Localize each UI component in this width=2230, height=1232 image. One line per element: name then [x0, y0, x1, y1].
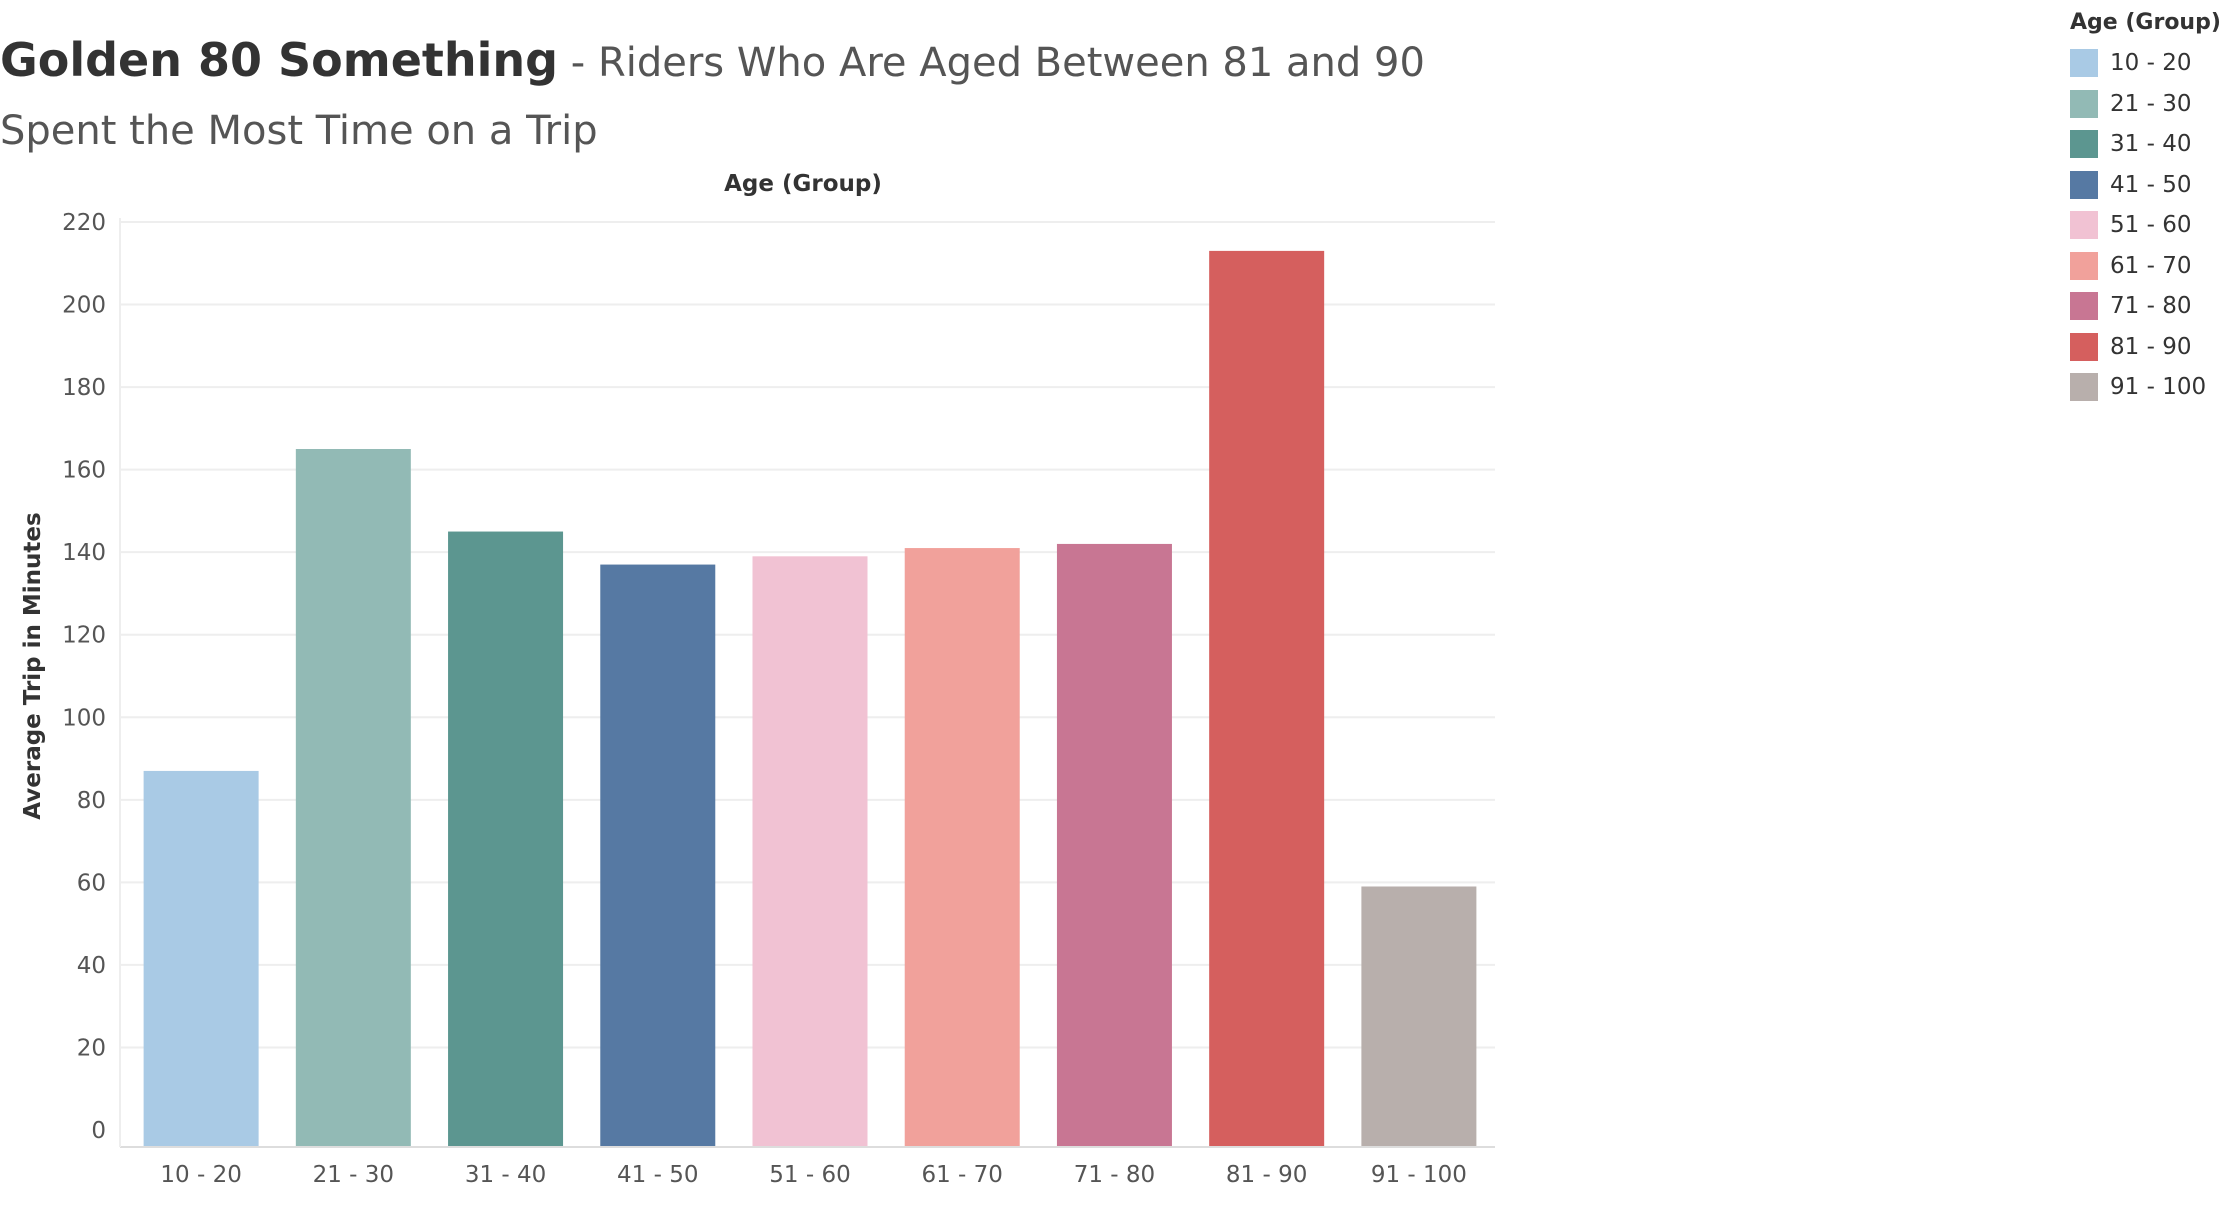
- y-tick-label: 220: [62, 210, 106, 236]
- y-tick-label: 200: [62, 293, 106, 319]
- legend-label: 71 - 80: [2110, 293, 2192, 320]
- y-tick-label: 80: [77, 788, 106, 814]
- x-tick-label: 81 - 90: [1226, 1162, 1307, 1188]
- bar-81-90[interactable]: [1209, 250, 1325, 1146]
- bar-71-80[interactable]: [1056, 543, 1172, 1146]
- y-tick-label: 120: [62, 623, 106, 649]
- legend-item[interactable]: 81 - 90: [2070, 327, 2230, 368]
- legend: Age (Group) 10 - 20 21 - 30 31 - 40 41 - 50…: [2070, 10, 2230, 408]
- bar-31-40[interactable]: [448, 531, 564, 1146]
- bar-41-50[interactable]: [600, 564, 716, 1146]
- legend-swatch: [2070, 130, 2098, 159]
- legend-label: 21 - 30: [2110, 90, 2192, 117]
- legend-swatch: [2070, 373, 2098, 402]
- bar-10-20[interactable]: [143, 770, 259, 1146]
- y-tick-labels: 0 20 40 60 80 100 120 140 160 180 200 220: [62, 210, 106, 1144]
- y-tick-label: 0: [91, 1118, 106, 1144]
- legend-swatch: [2070, 251, 2098, 280]
- legend-swatch: [2070, 211, 2098, 240]
- legend-swatch: [2070, 292, 2098, 321]
- x-tick-label: 21 - 30: [313, 1162, 394, 1188]
- y-tick-label: 180: [62, 375, 106, 401]
- legend-item[interactable]: 91 - 100: [2070, 367, 2230, 408]
- legend-label: 81 - 90: [2110, 333, 2192, 360]
- x-tick-label: 71 - 80: [1074, 1162, 1155, 1188]
- bar-91-100[interactable]: [1361, 886, 1477, 1146]
- legend-label: 41 - 50: [2110, 171, 2192, 198]
- legend-item[interactable]: 31 - 40: [2070, 124, 2230, 165]
- y-tick-label: 20: [77, 1035, 106, 1061]
- legend-label: 10 - 20: [2110, 50, 2192, 77]
- legend-item[interactable]: 21 - 30: [2070, 84, 2230, 125]
- legend-item[interactable]: 51 - 60: [2070, 205, 2230, 246]
- bar-21-30[interactable]: [295, 449, 411, 1146]
- y-tick-label: 100: [62, 705, 106, 731]
- bar-51-60[interactable]: [752, 556, 868, 1146]
- legend-label: 31 - 40: [2110, 131, 2192, 158]
- y-axis-title: Average Trip in Minutes: [20, 512, 46, 819]
- x-tick-label: 91 - 100: [1371, 1162, 1467, 1188]
- bars: [143, 250, 1477, 1146]
- legend-items: 10 - 20 21 - 30 31 - 40 41 - 50 51 - 60 61 - …: [2070, 43, 2230, 408]
- x-tick-label: 61 - 70: [921, 1162, 1002, 1188]
- legend-item[interactable]: 10 - 20: [2070, 43, 2230, 84]
- y-tick-label: 60: [77, 870, 106, 896]
- legend-swatch: [2070, 170, 2098, 199]
- legend-item[interactable]: 41 - 50: [2070, 165, 2230, 206]
- bar-chart: 0 20 40 60 80 100 120 140 160 180 200 220 10 - 20 21…: [20, 171, 1495, 1188]
- legend-swatch: [2070, 332, 2098, 361]
- x-tick-label: 10 - 20: [160, 1162, 241, 1188]
- y-tick-label: 140: [62, 540, 106, 566]
- y-tick-label: 160: [62, 458, 106, 484]
- legend-label: 61 - 70: [2110, 252, 2192, 279]
- x-tick-label: 41 - 50: [617, 1162, 698, 1188]
- legend-swatch: [2070, 89, 2098, 118]
- legend-swatch: [2070, 49, 2098, 78]
- x-tick-label: 31 - 40: [465, 1162, 546, 1188]
- legend-title: Age (Group): [2070, 10, 2221, 35]
- legend-item[interactable]: 61 - 70: [2070, 246, 2230, 287]
- legend-item[interactable]: 71 - 80: [2070, 286, 2230, 327]
- legend-label: 91 - 100: [2110, 374, 2207, 401]
- title-main: Golden 80 Something: [0, 33, 559, 87]
- x-tick-labels: 10 - 20 21 - 30 31 - 40 41 - 50 51 - 60 61 - …: [160, 1162, 1467, 1188]
- title-subtitle: - Riders Who Are Aged Between 81 and 90 …: [0, 40, 1425, 154]
- y-tick-label: 40: [77, 953, 106, 979]
- bar-61-70[interactable]: [904, 548, 1020, 1146]
- x-tick-label: 51 - 60: [769, 1162, 850, 1188]
- chart-title: Golden 80 Something - Riders Who Are Age…: [0, 30, 1520, 169]
- legend-label: 51 - 60: [2110, 212, 2192, 239]
- x-axis-title: Age (Group): [724, 171, 882, 197]
